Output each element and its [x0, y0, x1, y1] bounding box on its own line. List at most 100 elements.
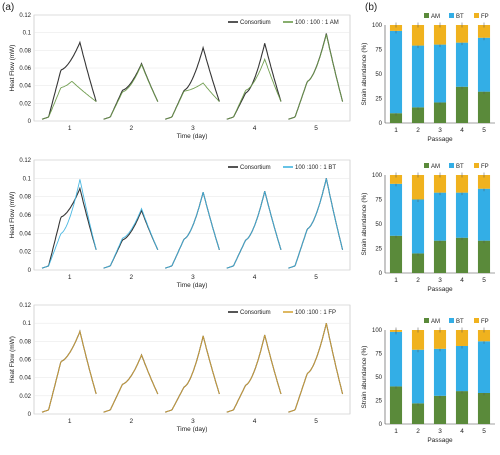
y-axis-label: Strain abundance (%) — [361, 43, 368, 106]
x-tick-label: 3 — [438, 428, 442, 435]
bar-am — [455, 86, 469, 123]
bar-bt — [455, 345, 469, 392]
bar-am — [411, 107, 425, 123]
charts-layer: 0 0.02 0.04 0.06 0.08 0.1 0.1 2 1 2 3 4 5 Time (day) H… — [9, 13, 495, 444]
y-tick-label: 0 — [28, 119, 32, 125]
y-tick-label: 0.1 — [23, 31, 32, 37]
y-tick-label: 0.04 — [19, 231, 31, 237]
bar-bt — [455, 192, 469, 238]
bar-fp — [433, 175, 447, 193]
x-tick-label: 1 — [394, 428, 398, 435]
series-line-treatment — [288, 323, 344, 413]
legend-swatch — [474, 163, 479, 168]
bar-fp — [411, 330, 425, 350]
bar-bt — [389, 331, 403, 387]
legend-label: FP — [481, 319, 489, 325]
bar-fp — [389, 175, 403, 184]
bar-fp — [455, 175, 469, 193]
y-tick-label: 100 — [372, 173, 383, 179]
bar-am — [455, 391, 469, 424]
series-line-treatment — [41, 329, 97, 413]
x-tick-label: 5 — [314, 418, 318, 425]
legend-label: BT — [456, 319, 464, 325]
x-axis-label: Passage — [427, 437, 453, 444]
bar-fp — [477, 25, 491, 38]
x-tick-label: 4 — [253, 125, 257, 132]
x-axis-label: Time (day) — [177, 133, 208, 140]
x-tick-label: 1 — [68, 274, 72, 281]
x-tick-label: 2 — [130, 418, 134, 425]
y-tick-label: 0.06 — [19, 213, 31, 219]
legend-label: BT — [456, 164, 464, 170]
bar-fp — [477, 175, 491, 189]
x-tick-label: 5 — [314, 274, 318, 281]
x-tick-label: 5 — [482, 428, 486, 435]
legend-label: FP — [481, 14, 489, 20]
bar-bt — [411, 349, 425, 404]
series-line-consortium — [103, 353, 159, 413]
x-tick-label: 5 — [314, 125, 318, 132]
bar-fp — [433, 25, 447, 45]
series-line-treatment — [103, 63, 159, 120]
y-tick-label: 0 — [379, 422, 383, 428]
y-axis-label: Heat Flow (mW) — [9, 336, 16, 383]
x-tick-label: 3 — [191, 274, 195, 281]
x-tick-label: 5 — [482, 277, 486, 284]
series-line-consortium — [288, 33, 344, 120]
y-axis-label: Heat Flow (mW) — [9, 45, 16, 92]
series-line-treatment — [41, 179, 97, 269]
x-tick-label: 4 — [460, 277, 464, 284]
y-tick-label: 100 — [372, 328, 383, 334]
y-tick-label: 0.08 — [19, 48, 31, 54]
bar-am — [477, 392, 491, 424]
x-tick-label: 3 — [191, 125, 195, 132]
x-tick-label: 4 — [253, 274, 257, 281]
y-tick-label: 0.02 — [19, 101, 31, 107]
y-tick-label: 0.08 — [19, 195, 31, 201]
series-line-consortium — [288, 178, 344, 269]
x-tick-label: 2 — [130, 125, 134, 132]
bar-bt — [389, 30, 403, 114]
x-tick-label: 2 — [416, 428, 420, 435]
legend-label: AM — [431, 14, 440, 20]
heatflow-chart-2: 0 0.02 0.04 0.06 0.08 0.1 0.12 1 2 3 4 5 Time (day) H… — [9, 158, 351, 289]
x-tick-label: 2 — [416, 277, 420, 284]
bar-am — [411, 253, 425, 273]
bar-am — [433, 102, 447, 123]
y-tick-label: 75 — [375, 48, 382, 54]
series-line-treatment — [226, 57, 282, 120]
abundance-chart-2: 0 25 50 75 100 1 2 3 4 5 Passage Strain abundance (… — [361, 163, 495, 293]
series-line-consortium — [103, 62, 159, 120]
x-tick-label: 1 — [394, 277, 398, 284]
legend-label: FP — [481, 164, 489, 170]
heatflow-chart-3: 0 0.02 0.04 0.06 0.08 0.1 0.12 1 2 3 4 5 Time (day) H… — [9, 303, 351, 433]
y-tick-label: 0 — [379, 121, 383, 127]
bar-fp — [455, 25, 469, 43]
x-tick-label: 2 — [416, 127, 420, 134]
x-tick-label: 1 — [394, 127, 398, 134]
legend-label: 100 :100 : 1 FP — [295, 310, 336, 316]
x-tick-label: 2 — [130, 274, 134, 281]
y-axis-label: Strain abundance (%) — [361, 346, 368, 409]
bar-fp — [433, 330, 447, 349]
legend-swatch — [424, 13, 429, 18]
bar-am — [455, 237, 469, 273]
y-tick-label: 0.1 — [23, 321, 32, 327]
y-tick-label: 0.02 — [19, 394, 31, 400]
legend-swatch — [449, 163, 454, 168]
bar-am — [389, 386, 403, 424]
bar-fp — [411, 25, 425, 46]
legend-swatch — [449, 13, 454, 18]
bar-am — [433, 240, 447, 273]
x-tick-label: 4 — [460, 127, 464, 134]
bar-bt — [433, 348, 447, 396]
legend-label: 100 : 100 : 1 AM — [295, 20, 339, 26]
x-tick-label: 5 — [482, 127, 486, 134]
y-tick-label: 25 — [375, 399, 382, 405]
x-axis-label: Passage — [427, 286, 453, 293]
bar-fp — [477, 330, 491, 342]
bar-bt — [477, 341, 491, 393]
y-tick-label: 50 — [375, 375, 382, 381]
x-tick-label: 1 — [68, 125, 72, 132]
